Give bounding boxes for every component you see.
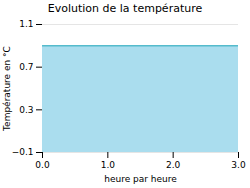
svg-text:0.0: 0.0	[35, 160, 50, 170]
svg-text:0.7: 0.7	[19, 62, 33, 72]
svg-text:3.0: 3.0	[231, 160, 246, 170]
svg-text:0.3: 0.3	[19, 105, 33, 115]
svg-text:−0.1: −0.1	[12, 147, 34, 157]
svg-text:2.0: 2.0	[166, 160, 181, 170]
svg-text:heure par heure: heure par heure	[104, 174, 177, 184]
svg-text:Température en °C: Température en °C	[2, 46, 12, 132]
svg-text:1.1: 1.1	[19, 19, 33, 29]
html-text:Evolution de la température: Evolution de la température	[47, 2, 203, 15]
svg-text:1.0: 1.0	[101, 160, 116, 170]
